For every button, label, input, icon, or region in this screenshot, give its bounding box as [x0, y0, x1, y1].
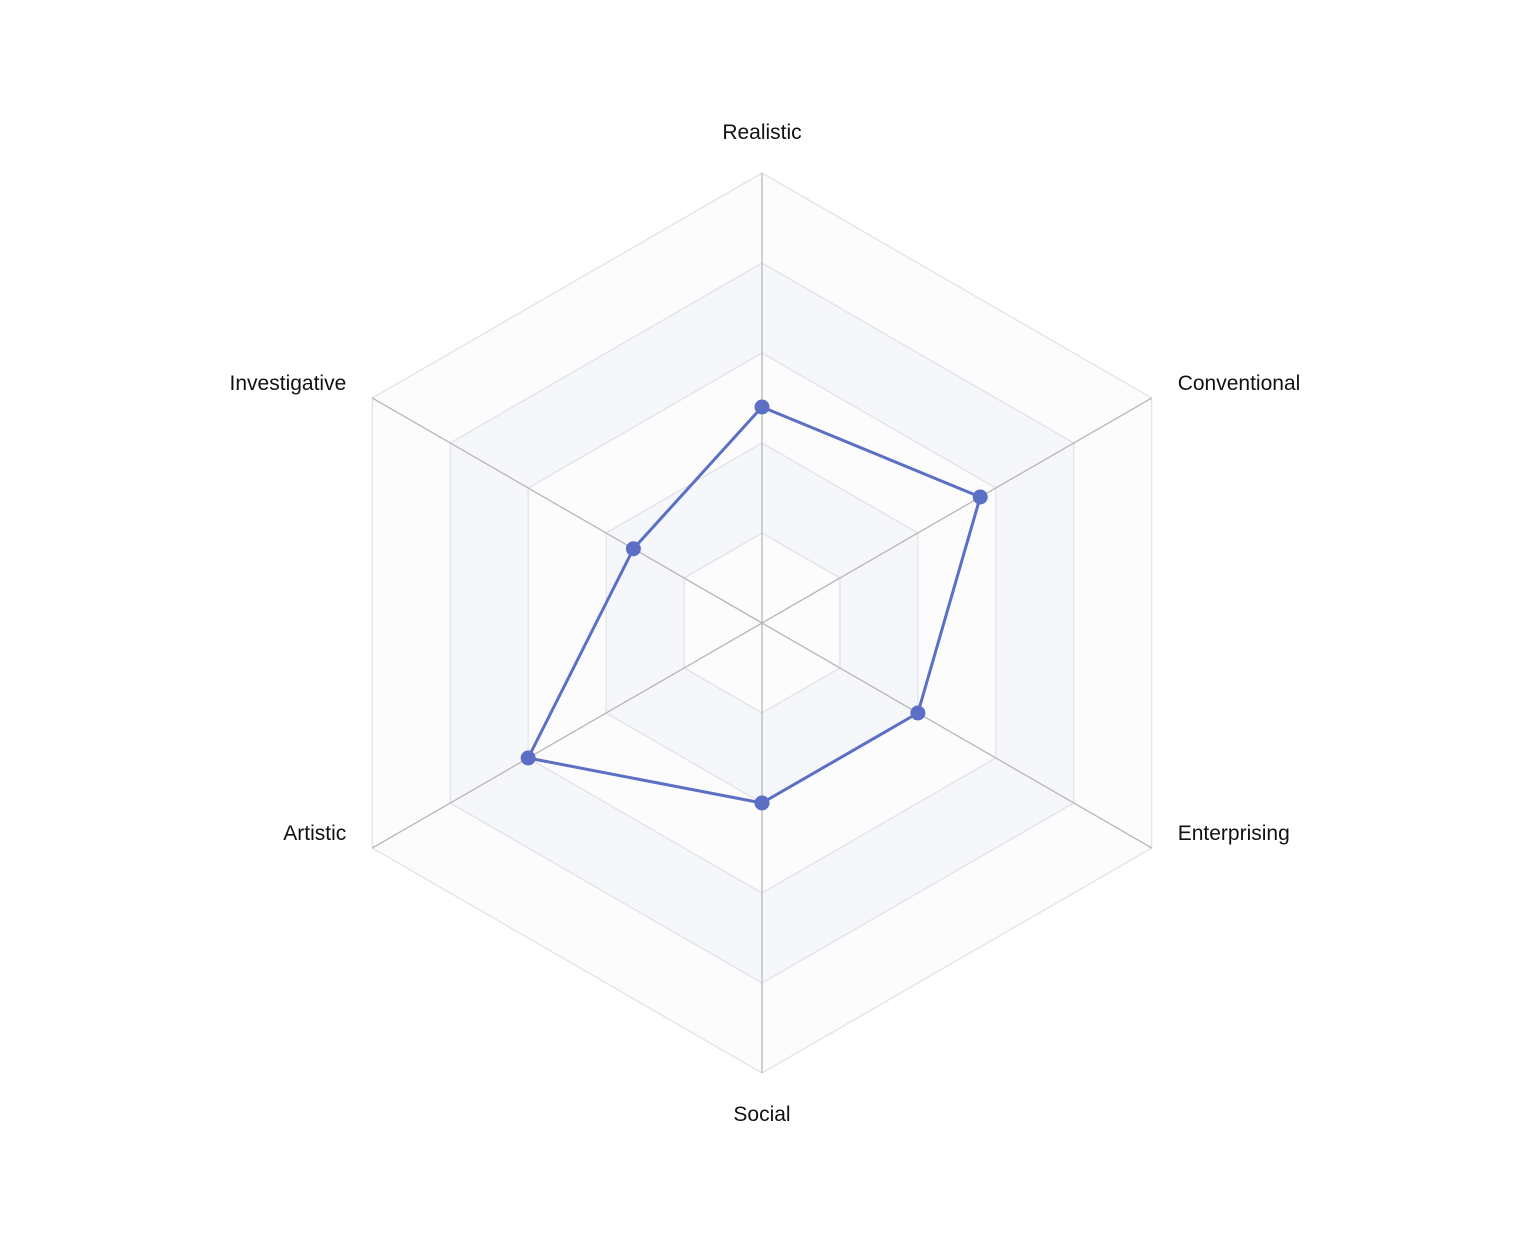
radar-axis-line-conventional: [761, 397, 1153, 624]
radar-label-artistic: Artistic: [283, 822, 346, 845]
radar-axis-line-artistic: [371, 622, 763, 849]
radar-label-investigative: Investigative: [230, 372, 347, 395]
radar-label-conventional: Conventional: [1178, 372, 1301, 395]
radar-label-realistic: Realistic: [722, 121, 801, 144]
radar-point-investigative[interactable]: [625, 541, 641, 557]
radar-axis-labels: Realistic Conventional Enterprising Social A…: [230, 121, 1301, 1126]
radar-series: [520, 399, 988, 811]
radar-axis-line-investigative: [371, 397, 763, 624]
radar-bands: [372, 173, 1152, 1073]
radar-point-realistic[interactable]: [754, 399, 770, 415]
radar-axes: [371, 173, 1153, 1073]
radar-point-conventional[interactable]: [972, 489, 988, 505]
radar-label-enterprising: Enterprising: [1178, 822, 1290, 845]
radar-point-enterprising[interactable]: [910, 705, 926, 721]
radar-point-artistic[interactable]: [520, 750, 536, 766]
radar-band-2: [606, 443, 918, 803]
radar-band-3: [528, 353, 996, 893]
radar-point-social[interactable]: [754, 795, 770, 811]
radar-axis-line-enterprising: [761, 622, 1153, 849]
radar-label-social: Social: [733, 1103, 790, 1126]
